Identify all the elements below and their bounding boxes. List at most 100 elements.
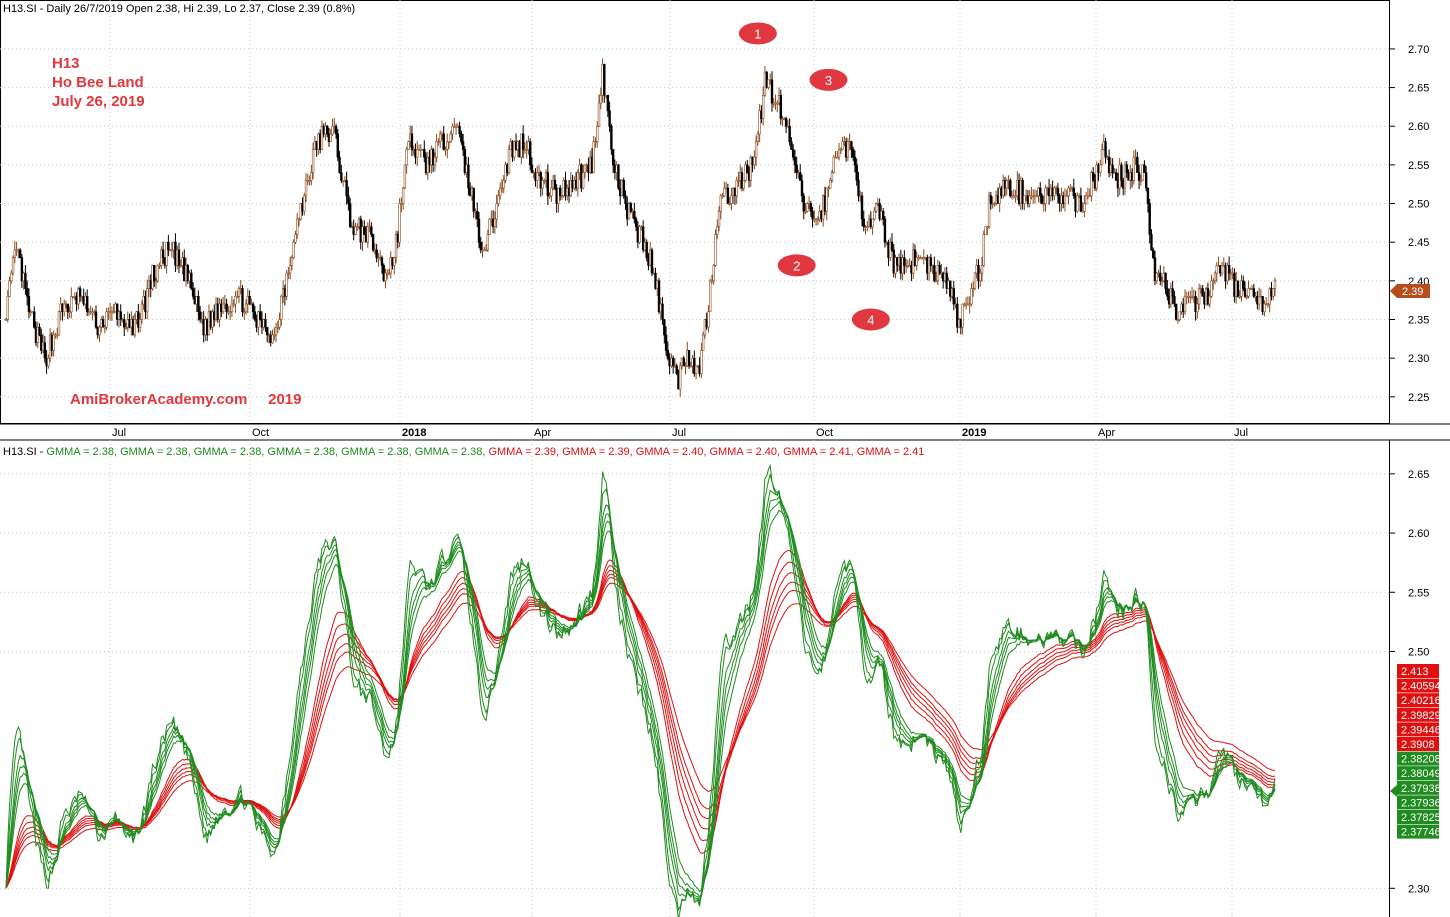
gmma-value-tag-label: 2.3908	[1401, 739, 1435, 751]
candle-body	[191, 288, 195, 297]
candle-body	[308, 180, 311, 182]
candle-body	[294, 234, 297, 243]
candle-body	[1076, 195, 1079, 212]
candle-body	[6, 296, 9, 320]
candle-body	[320, 125, 324, 150]
candle-body	[447, 141, 451, 143]
x-axis-label: Jul	[672, 427, 686, 439]
candle-body	[1273, 280, 1277, 289]
candle-body	[38, 326, 41, 336]
candle-body	[832, 156, 835, 173]
candle-body	[477, 218, 481, 243]
candle-body	[153, 265, 156, 282]
candle-body	[133, 319, 137, 336]
x-axis-label: Jul	[112, 427, 126, 439]
gmma-value-tag-label: 2.37938	[1401, 783, 1441, 795]
gmma-value-tag-label: 2.37936	[1401, 797, 1441, 809]
watermark-line-3: July 26, 2019	[52, 93, 145, 110]
candle-body	[230, 303, 234, 313]
candle-body	[728, 203, 731, 205]
candle-body	[779, 95, 783, 119]
candle-body	[829, 180, 832, 189]
candle-body	[1263, 303, 1266, 313]
candle-body	[329, 133, 332, 142]
lower-header-item: GMMA = 2.38,	[341, 446, 415, 458]
gmma-value-tag	[1397, 722, 1439, 737]
lower-y-tick-label: 2.60	[1408, 528, 1429, 540]
candle-body	[973, 272, 977, 289]
gmma-value-tag-label: 2.38208	[1401, 754, 1441, 766]
candle-body	[1152, 249, 1155, 258]
candle-body	[802, 195, 805, 212]
candle-body	[1155, 272, 1158, 282]
candle-body	[345, 180, 348, 197]
gmma-series	[5, 463, 1276, 917]
candle-body	[629, 203, 632, 212]
candle-body	[993, 203, 996, 205]
callout-label: 2	[793, 258, 800, 273]
candle-body	[460, 133, 463, 142]
candle-body	[63, 303, 66, 313]
candle-body	[700, 350, 703, 374]
candle-body	[1173, 296, 1176, 305]
candle-body	[156, 265, 159, 282]
candle-body	[458, 125, 461, 135]
candle-body	[1132, 156, 1136, 181]
candle-body	[507, 149, 511, 173]
candle-body	[78, 288, 82, 297]
candle-body	[356, 226, 359, 229]
candle-body	[288, 265, 292, 274]
candle-body	[638, 226, 641, 243]
candle-body	[304, 180, 308, 197]
candle-body	[1084, 195, 1088, 204]
lower-y-tick-label: 2.65	[1408, 469, 1429, 481]
candle-body	[956, 303, 959, 328]
candle-body	[970, 288, 973, 305]
candle-body	[694, 365, 698, 374]
lower-header: H13.SI - GMMA = 2.38, GMMA = 2.38, GMMA …	[3, 446, 924, 458]
candle-body	[982, 234, 985, 266]
candle-body	[165, 241, 168, 266]
candle-body	[303, 195, 306, 212]
candle-body	[1039, 187, 1042, 197]
candle-body	[484, 249, 488, 252]
candle-body	[811, 210, 814, 220]
candle-body	[1104, 141, 1107, 158]
x-axis-labels: Jul Oct 2018 Apr Jul Oct 2019 Apr Jul	[112, 427, 1248, 439]
candle-body	[154, 280, 158, 283]
candle-body	[423, 149, 426, 158]
candle-body	[1213, 272, 1217, 282]
candle-body	[1272, 288, 1275, 297]
candle-body	[407, 141, 410, 150]
candle-body	[1092, 172, 1095, 181]
candle-body	[1065, 195, 1068, 198]
candle-body	[401, 187, 405, 204]
candle-body	[1035, 195, 1038, 198]
candle-body	[370, 226, 373, 235]
candle-body	[1243, 288, 1247, 297]
candle-body	[1009, 180, 1012, 197]
candle-body	[297, 218, 301, 221]
candle-body	[546, 172, 550, 197]
candle-body	[606, 95, 610, 112]
candle-body	[719, 195, 723, 212]
candle-body	[742, 180, 745, 189]
upper-y-tick-label: 2.50	[1408, 199, 1429, 211]
candle-body	[1150, 234, 1153, 251]
candle-body	[679, 365, 682, 390]
candle-body	[18, 249, 22, 258]
candle-body	[170, 249, 174, 252]
candle-body	[800, 180, 804, 197]
candle-body	[57, 311, 61, 336]
candle-body	[684, 365, 687, 368]
callout-label: 3	[825, 73, 832, 88]
candle-body	[274, 326, 278, 336]
lower-panel: 2.30 2.50 2.55 2.60 2.65 H13.SI - GMMA = 2.3…	[0, 440, 1441, 917]
candle-body	[716, 226, 719, 235]
candle-body	[271, 334, 274, 343]
candle-body	[726, 187, 730, 204]
gmma-long-line	[5, 561, 1276, 889]
last-price-tag-shape	[1390, 284, 1430, 298]
candle-body	[663, 319, 666, 336]
